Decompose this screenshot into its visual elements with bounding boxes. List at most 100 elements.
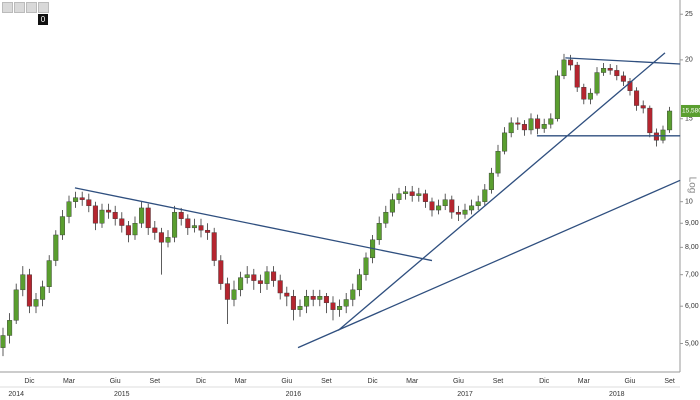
candle-body	[99, 209, 105, 224]
y-tick-label: 6,00	[685, 303, 699, 310]
y-tick-label: 15	[685, 116, 693, 123]
x-tick-label: Dic	[368, 378, 379, 385]
candle-body	[139, 207, 145, 224]
candle-body	[304, 296, 310, 307]
candle-body	[40, 286, 46, 300]
candle-body	[59, 216, 65, 236]
year-label: 2016	[286, 391, 302, 398]
last-price-label: 15,580	[682, 108, 700, 115]
candle-body	[257, 280, 263, 284]
candle-body	[290, 296, 296, 310]
candle-body	[145, 207, 151, 229]
candle-body	[165, 237, 171, 243]
candle-body	[231, 289, 237, 300]
x-tick-label: Giu	[110, 378, 121, 385]
candle-body	[640, 105, 646, 109]
candle-body	[515, 122, 521, 125]
candle-body	[73, 197, 79, 202]
candle-body	[26, 274, 32, 307]
candle-body	[416, 193, 422, 196]
candle-body	[343, 299, 349, 307]
candle-body	[627, 81, 633, 91]
candle-body	[132, 223, 138, 236]
x-tick-label: Dic	[196, 378, 207, 385]
candle-body	[475, 201, 481, 207]
candle-body	[356, 274, 362, 291]
candle-body	[634, 90, 640, 106]
last-price-tag	[681, 104, 700, 117]
candle-body	[284, 292, 290, 297]
settings-tool[interactable]	[38, 2, 49, 13]
candle-body	[20, 274, 26, 291]
candle-body	[502, 132, 508, 152]
candle-body	[462, 209, 468, 215]
candle-body	[244, 274, 250, 278]
candle-body	[455, 211, 461, 215]
candle-body	[409, 191, 415, 196]
candle-body	[310, 296, 316, 300]
candle-body	[205, 229, 211, 233]
badge: 0	[38, 14, 48, 25]
year-label: 2017	[457, 391, 473, 398]
candle-body	[172, 211, 178, 238]
candle-body	[594, 72, 600, 94]
candle-body	[653, 132, 659, 141]
candle-body	[251, 274, 257, 281]
y-tick-label: 8,00	[685, 244, 699, 251]
year-label: 2014	[8, 391, 24, 398]
candle-body	[46, 260, 52, 287]
candle-body	[442, 199, 448, 207]
candle-body	[535, 118, 541, 129]
candle-body	[554, 75, 560, 119]
candle-body	[33, 299, 39, 307]
candle-body	[574, 64, 580, 88]
candle-body	[112, 211, 118, 219]
candle-body	[7, 320, 13, 336]
candle-body	[211, 232, 217, 261]
candle-body	[66, 201, 72, 217]
trendline	[297, 179, 681, 349]
trendline	[565, 57, 681, 65]
candle-body	[13, 289, 19, 321]
candle-body	[191, 225, 197, 229]
candle-body	[541, 124, 547, 129]
candle-body	[389, 199, 395, 213]
candle-body	[495, 150, 501, 174]
candle-body	[238, 277, 244, 291]
x-tick-label: Set	[321, 378, 332, 385]
candle-body	[218, 260, 224, 284]
candle-body	[607, 68, 613, 71]
candle-body	[376, 223, 382, 241]
scale-label: Log	[686, 177, 697, 194]
candle-body	[581, 86, 587, 100]
candle-body	[667, 110, 673, 131]
y-tick-label: 20	[685, 57, 693, 64]
candle-body	[92, 205, 98, 224]
candle-body	[568, 59, 574, 66]
candle-body	[79, 197, 85, 200]
x-tick-label: Set	[664, 378, 675, 385]
candle-body	[383, 211, 389, 224]
candle-body	[330, 302, 336, 310]
candle-body	[587, 92, 593, 100]
zoom-tool[interactable]	[2, 2, 13, 13]
x-tick-label: Set	[150, 378, 161, 385]
candle-body	[152, 227, 158, 233]
y-tick-label: 25	[685, 11, 693, 18]
candle-body	[436, 205, 442, 211]
x-tick-label: Mar	[578, 378, 591, 385]
candle-body	[53, 234, 59, 261]
draw-tool[interactable]	[14, 2, 25, 13]
candle-body	[323, 296, 329, 304]
x-tick-label: Mar	[235, 378, 248, 385]
x-tick-label: Mar	[63, 378, 76, 385]
candle-body	[561, 59, 567, 77]
candle-body	[106, 209, 112, 213]
candle-body	[548, 118, 554, 125]
menu-tool[interactable]	[26, 2, 37, 13]
candle-body	[0, 335, 6, 348]
candle-body	[528, 118, 534, 131]
candle-body	[521, 124, 527, 131]
